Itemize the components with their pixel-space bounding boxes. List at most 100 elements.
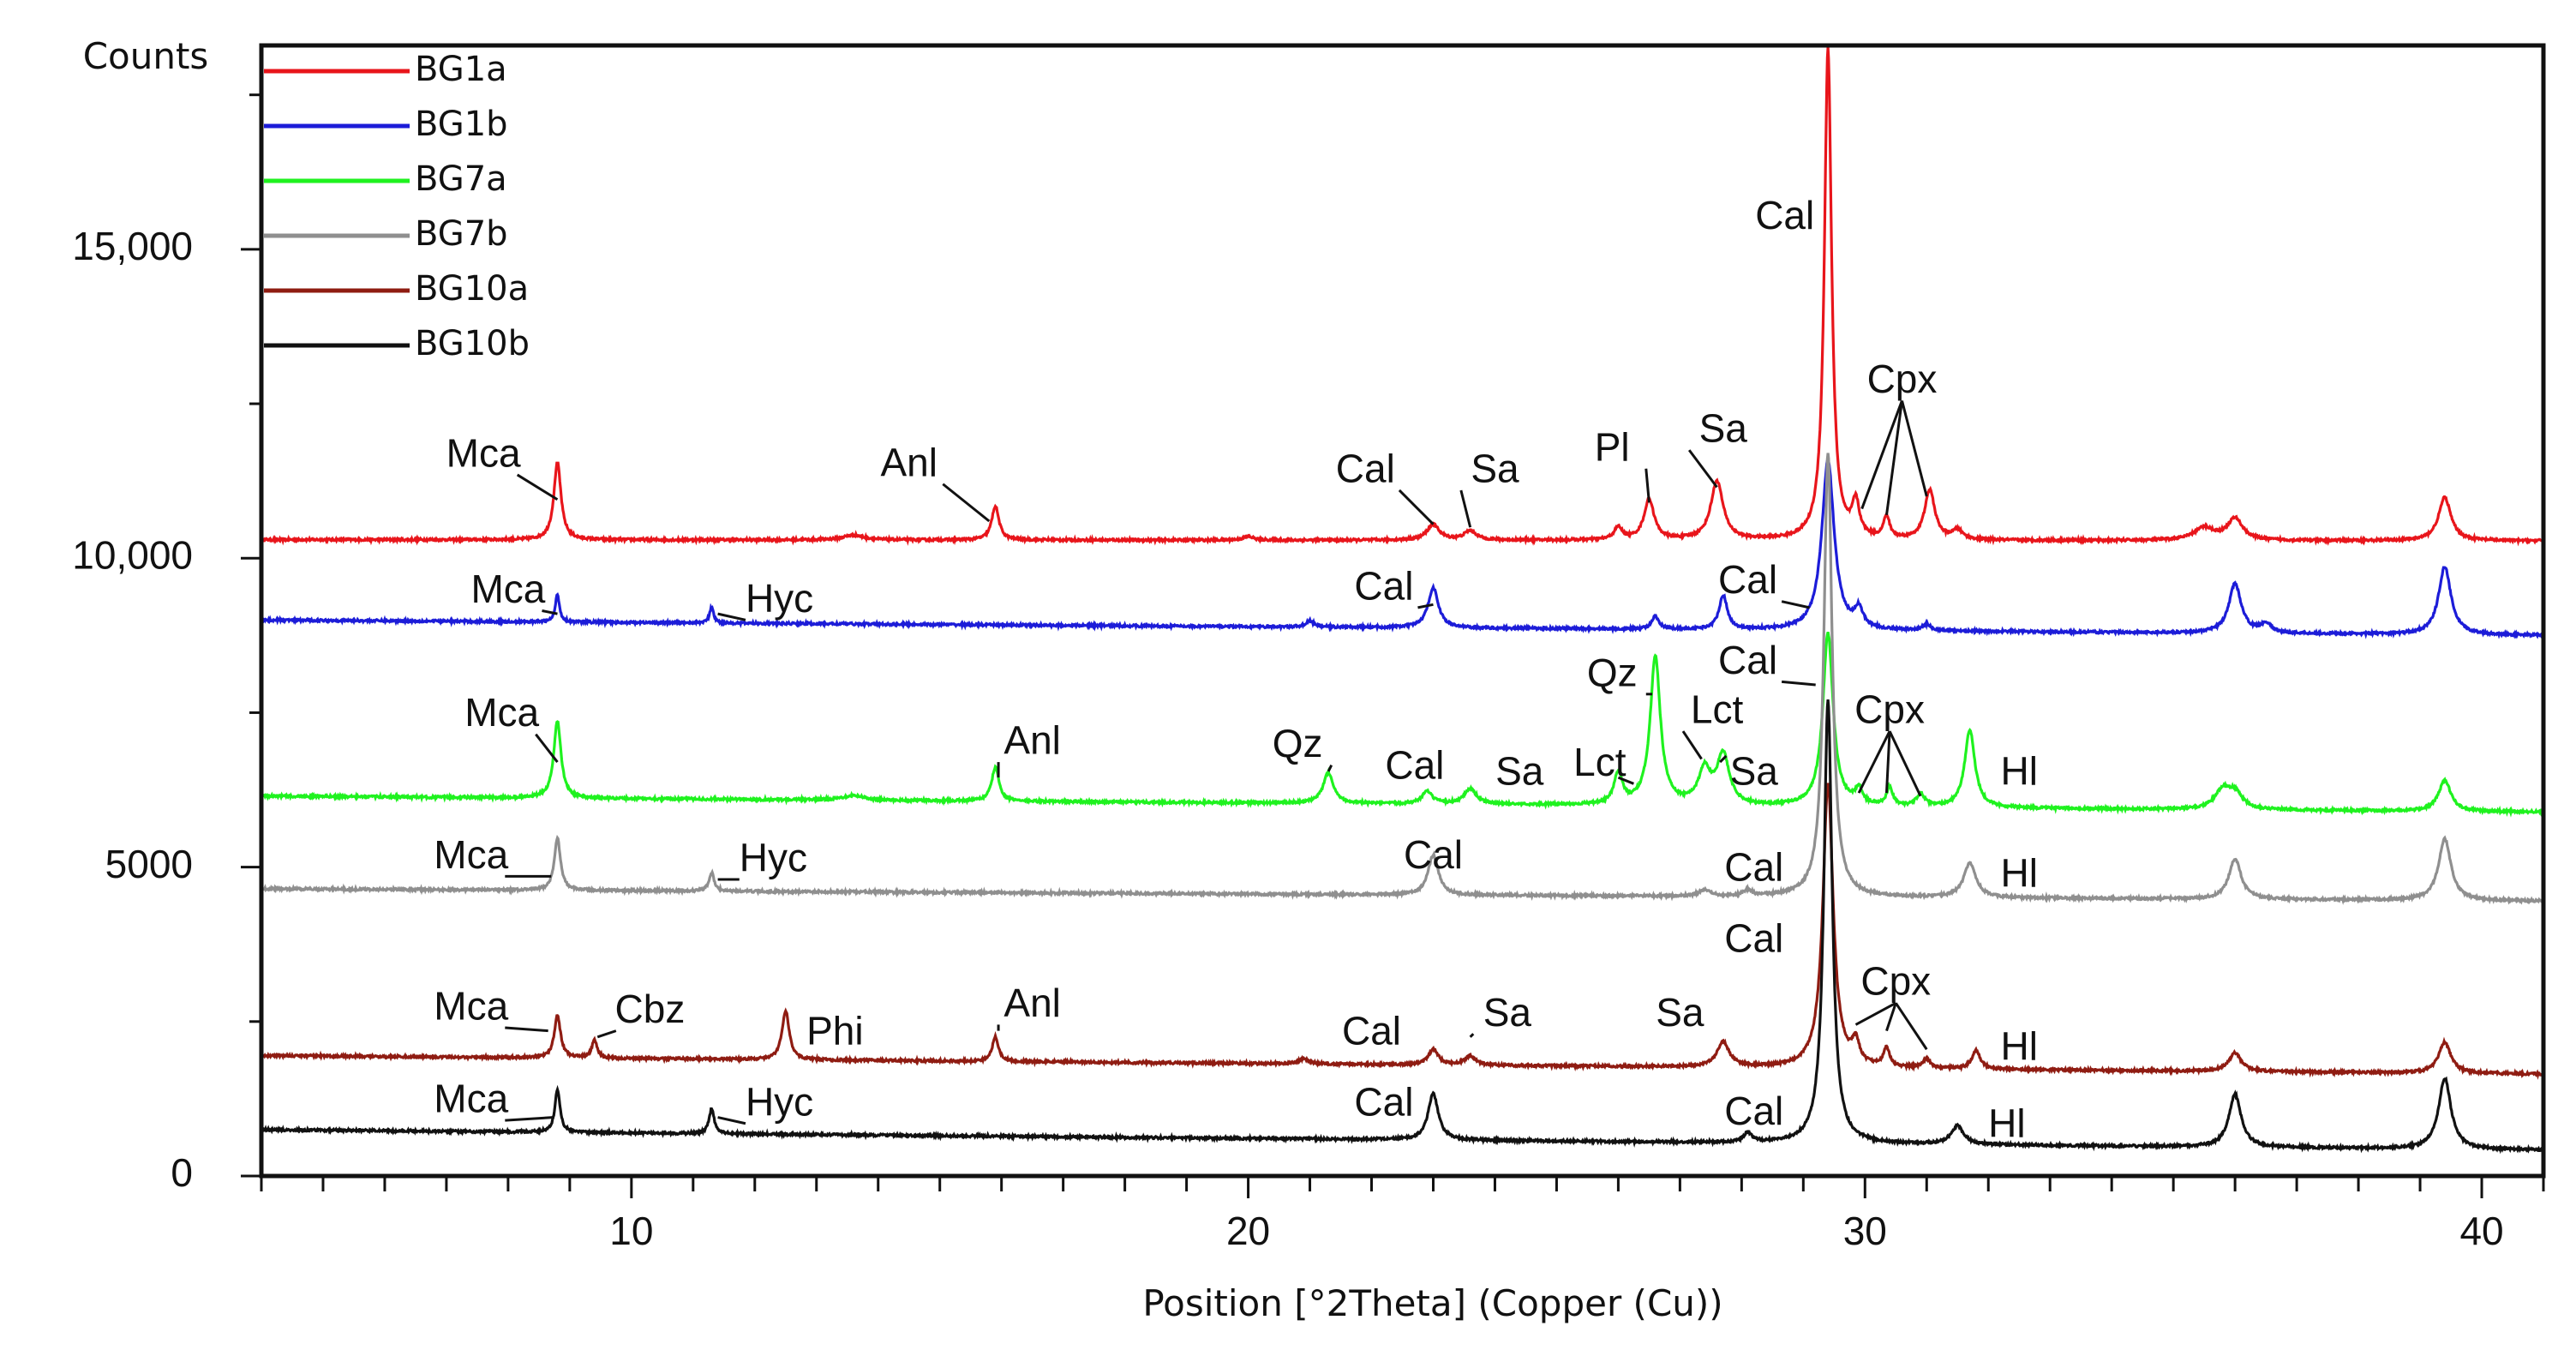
peak-label-cal: Cal xyxy=(1724,844,1783,889)
peak-label-hyc: Hyc xyxy=(746,576,813,621)
annotation-leader xyxy=(1327,765,1333,772)
peak-label-sa: Sa xyxy=(1730,749,1779,794)
annotation-leader xyxy=(1398,489,1435,525)
annotation-leader xyxy=(1857,730,1891,794)
annotation-leader xyxy=(505,1116,554,1122)
peak-label-anl: Anl xyxy=(880,440,937,484)
peak-label-cal: Cal xyxy=(1354,1079,1413,1124)
peak-label-cpx: Cpx xyxy=(1867,357,1938,401)
x-tick-label: 20 xyxy=(1226,1209,1270,1253)
peak-label-sa: Sa xyxy=(1699,406,1748,451)
peak-label-cpx: Cpx xyxy=(1860,959,1931,1004)
peak-label-anl: Anl xyxy=(1003,718,1060,763)
legend-label-bg1b: BG1b xyxy=(415,105,508,144)
annotation-leader xyxy=(1854,1001,1896,1026)
annotation-leader xyxy=(717,612,746,621)
peak-label-qz: Qz xyxy=(1273,721,1323,765)
annotation-leader xyxy=(1895,1002,1928,1051)
peak-label-mca: Mca xyxy=(464,690,539,735)
peak-label-cal: Cal xyxy=(1718,557,1777,602)
trace-bg7a xyxy=(261,631,2545,818)
trace-bg7b xyxy=(260,453,2545,905)
annotation-leader xyxy=(1417,603,1434,609)
y-tick-label: 0 xyxy=(171,1150,193,1195)
annotation-leader xyxy=(942,483,991,523)
chart-legend: BG1a BG1b BG7a BG7b BG10a BG10b xyxy=(264,50,530,363)
peak-label-cal: Cal xyxy=(1724,1089,1783,1133)
annotation-leader xyxy=(542,609,558,615)
peak-label-lct: Lct xyxy=(1573,740,1626,784)
annotation-leader xyxy=(717,1116,746,1125)
peak-label-mca: Mca xyxy=(434,832,508,877)
peak-label-cal: Cal xyxy=(1342,1008,1401,1053)
peak-label-cal: Cal xyxy=(1724,915,1783,960)
legend-label-bg10a: BG10a xyxy=(415,269,529,309)
annotation-leader xyxy=(1888,730,1922,797)
trace-bg1a xyxy=(260,47,2545,547)
peak-label-cal: Cal xyxy=(1404,832,1463,877)
peak-label-mca: Mca xyxy=(446,430,521,475)
annotation-leader xyxy=(1617,776,1634,785)
peak-label-qz: Qz xyxy=(1587,650,1638,694)
peak-label-sa: Sa xyxy=(1483,990,1532,1035)
peak-label-cal: Cal xyxy=(1354,563,1413,608)
trace-bg10a xyxy=(260,783,2544,1080)
y-tick-label: 10,000 xyxy=(72,532,193,577)
annotation-leader xyxy=(505,1026,548,1033)
peak-label-cal: Cal xyxy=(1755,193,1814,237)
annotation-leader xyxy=(1459,489,1472,528)
peak-label-hl: Hl xyxy=(2001,749,2038,794)
annotation-leader xyxy=(1781,680,1816,687)
plot-frame xyxy=(259,43,2546,1179)
peak-label-mca: Mca xyxy=(470,567,545,611)
peak-label-mca: Mca xyxy=(434,984,508,1029)
peak-label-hl: Hl xyxy=(1988,1101,2025,1145)
peak-label-hyc: Hyc xyxy=(740,836,807,880)
peak-label-sa: Sa xyxy=(1656,990,1704,1035)
annotation-leader xyxy=(1885,1002,1897,1032)
x-tick-label: 10 xyxy=(609,1209,653,1253)
peak-label-hl: Hl xyxy=(2001,1023,2038,1068)
peak-label-cal: Cal xyxy=(1718,638,1777,682)
annotation-leader xyxy=(1885,400,1903,515)
trace-bg1b xyxy=(260,456,2545,639)
annotation-leader xyxy=(1860,399,1903,510)
legend-label-bg1a: BG1a xyxy=(415,50,507,89)
annotation-leader xyxy=(1644,468,1650,503)
peak-label-mca: Mca xyxy=(434,1077,508,1121)
peak-label-cal: Cal xyxy=(1336,446,1395,490)
x-tick-label: 40 xyxy=(2459,1209,2503,1253)
annotation-leader xyxy=(1719,754,1728,764)
peak-label-sa: Sa xyxy=(1495,749,1544,794)
y-axis-title: Counts xyxy=(83,35,209,77)
annotation-leader xyxy=(516,473,559,501)
annotation-leader xyxy=(596,1029,617,1039)
chart-traces xyxy=(260,47,2545,1155)
peak-label-lct: Lct xyxy=(1691,687,1744,732)
legend-label-bg7b: BG7b xyxy=(415,214,508,254)
peak-label-cal: Cal xyxy=(1385,742,1444,787)
x-axis-title: Position [°2Theta] (Copper (Cu)) xyxy=(1142,1282,1722,1324)
annotation-leader xyxy=(1901,400,1928,497)
peak-label-cpx: Cpx xyxy=(1854,687,1925,732)
annotation-leader xyxy=(1884,730,1891,794)
y-tick-label: 15,000 xyxy=(72,224,193,268)
y-tick-label: 5000 xyxy=(105,842,193,886)
chart-axes: 10 20 30 40 0 5000 10,000 15,000 xyxy=(72,43,2546,1253)
legend-label-bg10b: BG10b xyxy=(415,324,530,363)
peak-label-hl: Hl xyxy=(2001,851,2038,896)
legend-label-bg7a: BG7a xyxy=(415,159,507,199)
annotation-leader xyxy=(1687,449,1718,489)
peak-label-anl: Anl xyxy=(1003,981,1060,1025)
annotation-leader xyxy=(1469,1033,1475,1038)
peak-label-cbz: Cbz xyxy=(615,987,686,1031)
annotation-leader xyxy=(1781,600,1810,609)
peak-annotations: Mca Anl Cal Sa Pl Sa Cal Cpx Mca Hyc Cal Cal Mca Anl Q… xyxy=(434,193,2038,1146)
peak-label-phi: Phi xyxy=(806,1008,863,1053)
peak-label-hyc: Hyc xyxy=(746,1079,813,1124)
annotation-leader xyxy=(1681,730,1703,760)
annotation-leader xyxy=(535,733,559,764)
peak-label-sa: Sa xyxy=(1471,446,1519,490)
peak-label-pl: Pl xyxy=(1595,424,1630,469)
